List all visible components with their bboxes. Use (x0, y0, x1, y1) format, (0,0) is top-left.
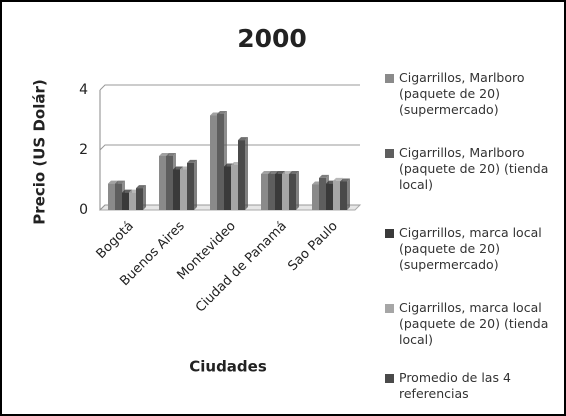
bar (173, 169, 180, 210)
bar-side (143, 185, 146, 210)
legend-swatch (385, 374, 394, 383)
bar-side (296, 171, 299, 210)
legend-swatch (385, 304, 394, 313)
bar-top (173, 166, 183, 170)
bar-side (347, 178, 350, 210)
bar-top (187, 159, 197, 163)
bar-top (275, 171, 285, 174)
bar-top (333, 177, 343, 181)
bar-top (319, 174, 329, 178)
y-tick-label: 0 (79, 202, 88, 218)
chart-title: 2000 (237, 24, 307, 53)
legend-swatch (385, 74, 394, 83)
y-tick-label: 4 (79, 82, 88, 98)
bar (319, 177, 326, 210)
bar-top (282, 171, 292, 174)
bar (289, 174, 296, 210)
bar-top (166, 153, 176, 156)
legend-label: Cigarrillos, marca local (paquete de 20)… (399, 300, 549, 347)
bar-top (217, 111, 227, 114)
legend-label: Promedio de las 4 referencias (399, 370, 511, 401)
grid-line (99, 144, 360, 151)
legend-swatch (385, 149, 394, 158)
bar (108, 183, 115, 210)
bar (180, 169, 187, 210)
bar (210, 115, 217, 210)
bar (136, 188, 143, 210)
bar-side (194, 159, 197, 210)
bar-top (108, 180, 118, 184)
bar (238, 140, 245, 210)
bar (115, 183, 122, 210)
bar (333, 180, 340, 210)
bar (261, 174, 268, 210)
bar (231, 165, 238, 210)
bar (187, 162, 194, 210)
bar-side (245, 137, 248, 210)
bar (166, 156, 173, 210)
y-axis-label: Precio (US Dolár) (31, 79, 49, 224)
grid-line (99, 84, 360, 91)
bar (122, 192, 129, 210)
bar-top (238, 137, 248, 141)
bar-top (136, 185, 146, 189)
bar (159, 156, 166, 210)
bar-top (115, 180, 125, 184)
bar (312, 184, 319, 210)
bar (224, 166, 231, 210)
bar-top (340, 178, 350, 182)
y-tick-label: 2 (79, 142, 88, 158)
bar (282, 174, 289, 210)
bar (217, 114, 224, 210)
bar (129, 192, 136, 210)
bar-top (268, 171, 278, 174)
bar-top (261, 171, 271, 174)
legend-swatch (385, 229, 394, 238)
bar (340, 181, 347, 210)
x-axis-label: Ciudades (189, 358, 267, 376)
bar (268, 174, 275, 210)
bar-top (122, 189, 132, 193)
bar (326, 183, 333, 210)
legend-label: Cigarrillos, Marlboro (paquete de 20) (t… (399, 145, 549, 192)
bar-top (289, 171, 299, 174)
bar (275, 174, 282, 210)
legend-label: Cigarrillos, marca local (paquete de 20)… (399, 225, 542, 272)
bar-top (159, 153, 169, 156)
legend-label: Cigarrillos, Marlboro (paquete de 20) (s… (399, 70, 525, 117)
